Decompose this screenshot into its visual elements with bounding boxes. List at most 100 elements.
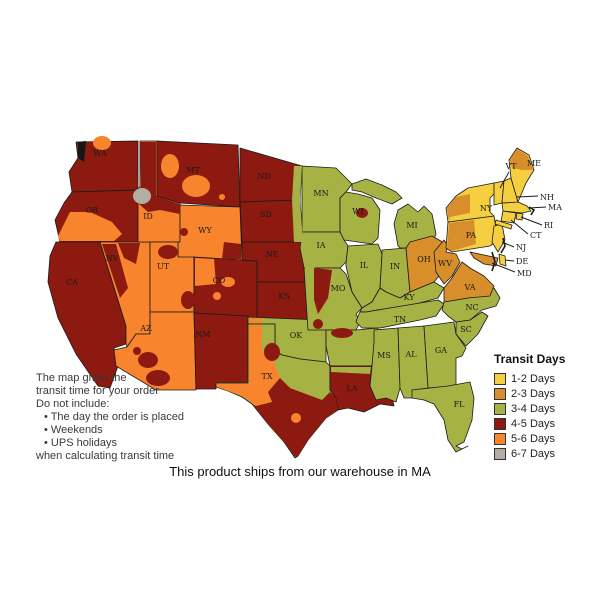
label-SC: SC [460, 325, 472, 334]
legend-swatch-4-5 [494, 418, 506, 430]
legend-title: Transit Days [494, 352, 566, 366]
legend-item: 5-6 Days [494, 433, 565, 445]
patch-WY-west-dot [180, 228, 188, 236]
patch-AR-blob [331, 328, 353, 338]
label-ND: ND [257, 172, 270, 181]
chesapeake-bay-detail [491, 251, 496, 272]
label-WI: WI [352, 207, 363, 216]
legend-swatch-1-2 [494, 373, 506, 385]
label-CA: CA [66, 278, 78, 287]
label-NJ: NJ [516, 243, 526, 252]
legend-item: 6-7 Days [494, 448, 565, 460]
patch-CO-dot [213, 292, 221, 300]
label-CO: CO [213, 276, 226, 285]
puget-sound-water [78, 141, 86, 162]
label-SD: SD [260, 210, 272, 219]
transit-days-legend: Transit Days 1-2 Days 2-3 Days 3-4 Days … [494, 352, 565, 463]
legend-label: 3-4 Days [511, 403, 556, 415]
leader-DE [504, 259, 515, 262]
patch-UT-north [158, 245, 178, 259]
leader-MD [491, 262, 516, 273]
leader-NH [516, 195, 539, 198]
legend-item: 4-5 Days [494, 418, 565, 430]
legend-item: 2-3 Days [494, 388, 565, 400]
patch-ME-north [510, 149, 533, 170]
state-MT [156, 140, 241, 208]
legend-label: 4-5 Days [511, 418, 556, 430]
patch-CO-nw [195, 258, 216, 286]
patch-MO-west [314, 268, 332, 314]
label-DE: DE [516, 257, 528, 266]
patch-AZ-mid [138, 352, 158, 368]
leader-NJ [501, 241, 515, 248]
patch-MT-orange-west [161, 154, 179, 178]
warehouse-caption: This product ships from our warehouse in… [169, 464, 431, 479]
legend-item: 3-4 Days [494, 403, 565, 415]
leader-VT [499, 171, 510, 189]
label-TN: TN [394, 315, 406, 324]
state-labels-layer: WA OR CA NV ID MT WY UT CO AZ NM ND SD N… [66, 149, 562, 409]
state-WI [339, 191, 381, 245]
state-NM [193, 312, 249, 390]
label-WV: WV [438, 259, 452, 268]
label-OK: OK [290, 331, 304, 340]
patch-AZ-dot [133, 347, 141, 355]
note-bullet: • Weekends [44, 424, 103, 436]
note-line: transit time for your order [36, 385, 159, 397]
label-NM: NM [195, 330, 210, 339]
transit-note: The map gives the transit time for your … [36, 372, 184, 463]
patch-WI-blob [356, 208, 368, 218]
nj-coast-detail [500, 237, 506, 254]
label-RI: RI [544, 221, 553, 230]
leader-RI [520, 216, 543, 226]
patch-UT-se [181, 291, 195, 309]
label-OH: OH [417, 255, 431, 264]
patch-MT-orange-dot [219, 194, 225, 200]
label-MT: MT [186, 166, 200, 175]
patch-TX-orange-dot [291, 413, 301, 423]
patch-OR-orange [58, 212, 122, 241]
label-UT: UT [157, 262, 170, 271]
label-FL: FL [454, 400, 466, 409]
patch-OK-panhandle [249, 318, 262, 323]
patch-TX-mid-blob [264, 343, 280, 361]
note-line: when calculating transit time [36, 450, 175, 462]
state-MS [369, 327, 401, 403]
label-MS: MS [377, 351, 391, 360]
legend-label: 5-6 Days [511, 433, 556, 445]
label-KS: KS [278, 292, 289, 301]
label-NY: NY [480, 204, 493, 213]
leader-CT [510, 219, 529, 235]
label-IN: IN [390, 262, 400, 271]
patch-LA-north [331, 367, 371, 374]
state-DE [498, 253, 507, 267]
label-PA: PA [466, 231, 477, 240]
legend-item: 1-2 Days [494, 373, 565, 385]
label-AL: AL [404, 350, 417, 359]
patch-NE-east [304, 248, 317, 281]
state-MA [501, 201, 532, 214]
label-MN: MN [313, 189, 328, 198]
patch-CO-mid [221, 277, 235, 287]
patch-PA-west [447, 220, 476, 251]
legend-swatch-6-7 [494, 448, 506, 460]
state-TN [355, 299, 445, 329]
label-NH: NH [540, 193, 554, 202]
label-LA: LA [346, 384, 357, 393]
label-WA: WA [93, 149, 107, 158]
label-OR: OR [86, 206, 100, 215]
patch-TX-west [217, 325, 280, 406]
label-NE: NE [266, 250, 279, 259]
leader-MA [528, 206, 547, 209]
label-ID: ID [143, 212, 153, 221]
label-GA: GA [435, 346, 447, 355]
state-IN [379, 247, 411, 299]
label-IA: IA [317, 241, 326, 250]
label-MI: MI [406, 221, 417, 230]
patch-MT-orange-mid [182, 175, 210, 197]
label-NV: NV [106, 254, 119, 263]
patch-WY-se [222, 242, 241, 259]
patch-AZ-south [146, 370, 170, 386]
note-bullet: • UPS holidays [44, 437, 117, 449]
state-RI [515, 212, 524, 221]
